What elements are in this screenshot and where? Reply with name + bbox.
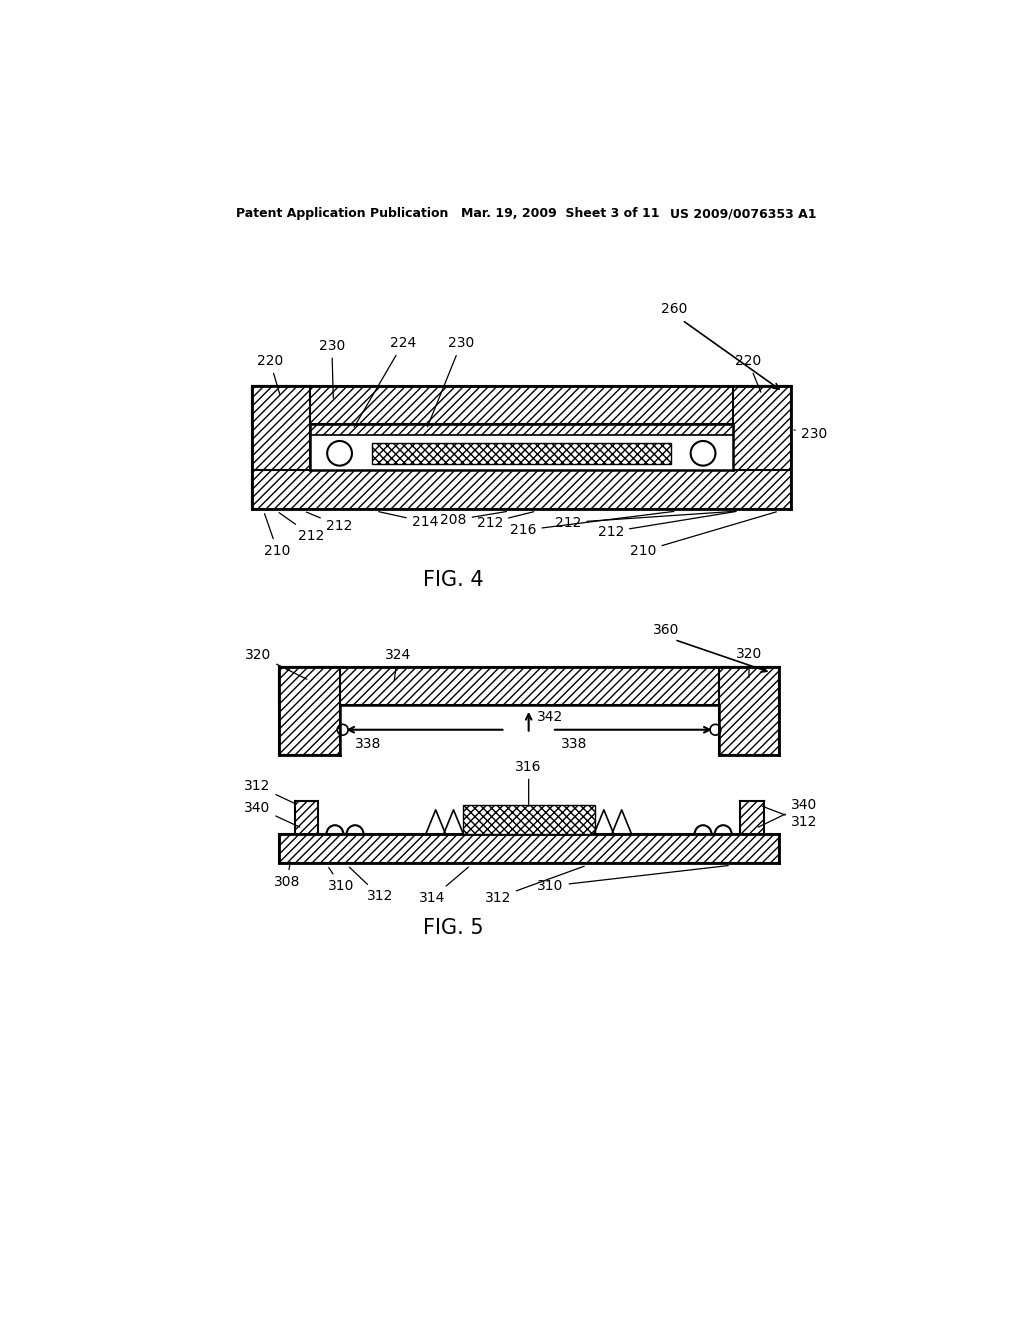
Text: 208: 208 <box>440 512 507 527</box>
Text: 220: 220 <box>735 354 761 392</box>
Text: 312: 312 <box>762 807 817 829</box>
Text: 214: 214 <box>379 512 438 529</box>
Text: FIG. 4: FIG. 4 <box>423 570 483 590</box>
Text: 212: 212 <box>477 512 534 529</box>
Text: 320: 320 <box>736 647 763 677</box>
Text: 230: 230 <box>795 428 827 441</box>
Text: 212: 212 <box>555 511 736 529</box>
Bar <box>740 801 764 834</box>
Text: 216: 216 <box>510 511 674 537</box>
Bar <box>280 667 779 705</box>
Text: 312: 312 <box>245 779 296 804</box>
Text: 312: 312 <box>484 866 584 904</box>
Bar <box>463 805 595 834</box>
Text: 220: 220 <box>257 354 283 395</box>
Bar <box>732 385 791 508</box>
Text: 342: 342 <box>538 710 563 725</box>
Bar <box>280 834 779 863</box>
Text: 340: 340 <box>245 800 300 828</box>
Text: 230: 230 <box>318 338 345 399</box>
Text: 316: 316 <box>515 760 542 807</box>
Text: 338: 338 <box>560 737 587 751</box>
Text: 338: 338 <box>355 737 381 751</box>
Text: 212: 212 <box>280 512 325 543</box>
Bar <box>295 801 317 834</box>
Text: 212: 212 <box>598 512 736 539</box>
Text: 260: 260 <box>662 301 687 315</box>
Text: 308: 308 <box>273 862 300 890</box>
Text: 320: 320 <box>245 648 307 680</box>
Bar <box>252 385 791 424</box>
Text: 224: 224 <box>354 337 416 428</box>
Bar <box>252 385 310 508</box>
Text: 360: 360 <box>653 623 680 638</box>
Bar <box>719 667 779 755</box>
Text: 310: 310 <box>538 866 728 894</box>
Text: 312: 312 <box>349 867 393 903</box>
Text: 324: 324 <box>385 648 411 681</box>
Bar <box>252 470 791 508</box>
Text: 340: 340 <box>758 799 817 828</box>
Bar <box>280 667 340 755</box>
Text: Mar. 19, 2009  Sheet 3 of 11: Mar. 19, 2009 Sheet 3 of 11 <box>461 207 659 220</box>
Text: 310: 310 <box>328 867 354 894</box>
Bar <box>310 424 732 434</box>
Text: 210: 210 <box>630 512 776 558</box>
Bar <box>310 434 732 470</box>
Text: Patent Application Publication: Patent Application Publication <box>237 207 449 220</box>
Text: 230: 230 <box>427 337 474 426</box>
Text: 212: 212 <box>306 512 352 533</box>
Text: 210: 210 <box>264 513 291 558</box>
Text: US 2009/0076353 A1: US 2009/0076353 A1 <box>671 207 817 220</box>
Text: 314: 314 <box>420 867 468 904</box>
Bar <box>372 442 671 465</box>
Text: FIG. 5: FIG. 5 <box>423 919 483 939</box>
